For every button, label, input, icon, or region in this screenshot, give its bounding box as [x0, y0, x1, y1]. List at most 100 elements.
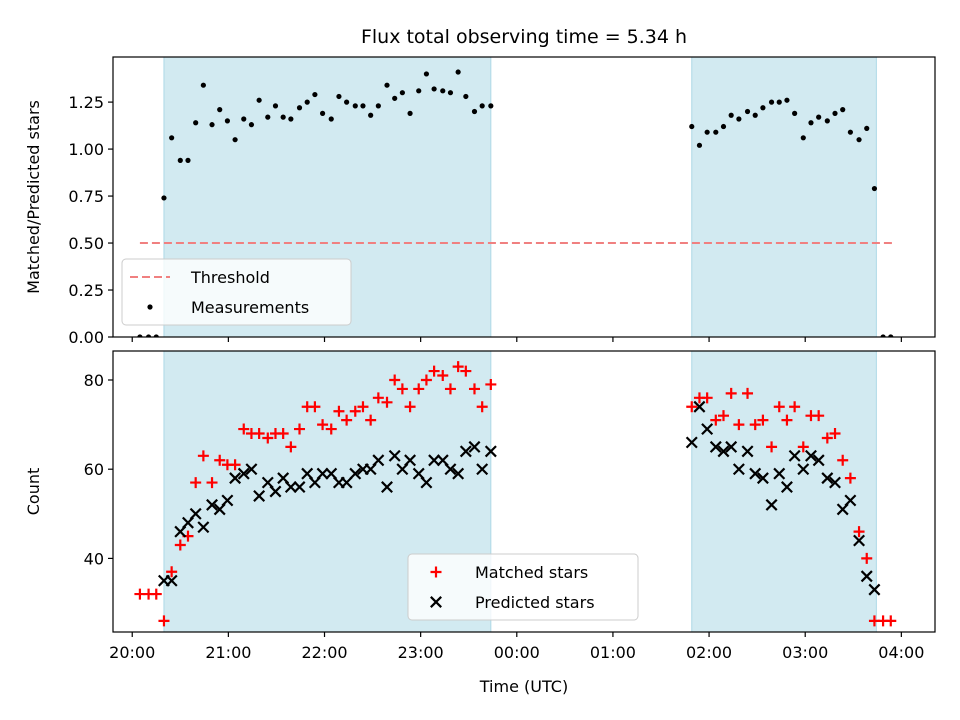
data-point — [805, 449, 817, 462]
data-point — [888, 334, 894, 337]
data-point — [800, 135, 806, 141]
data-point — [766, 441, 778, 453]
data-point — [166, 566, 178, 578]
data-point — [463, 93, 469, 100]
data-point — [797, 463, 810, 476]
x-tick-label: 04:00 — [878, 643, 924, 662]
data-point — [757, 414, 769, 426]
data-point — [269, 485, 282, 498]
data-point — [325, 423, 337, 435]
data-point — [781, 414, 793, 426]
data-point — [381, 396, 393, 408]
data-point — [741, 445, 754, 458]
data-point — [792, 110, 798, 116]
data-point — [158, 615, 170, 627]
shaded-interval — [691, 56, 877, 338]
x-axis-label: Time (UTC) — [479, 677, 568, 696]
data-point — [296, 105, 303, 111]
data-point — [485, 378, 497, 390]
data-point — [174, 539, 186, 551]
data-point — [701, 392, 713, 404]
data-point — [789, 401, 801, 413]
data-point — [277, 428, 289, 440]
data-point — [720, 123, 727, 130]
data-point — [476, 401, 488, 413]
data-point — [190, 477, 202, 489]
data-point — [413, 383, 425, 395]
data-point — [189, 507, 202, 520]
y-axis-label: Matched/Predicted stars — [24, 100, 43, 294]
markers — [134, 361, 897, 627]
data-point — [768, 99, 775, 105]
data-point — [693, 400, 706, 413]
data-point — [284, 481, 297, 494]
data-point — [749, 467, 762, 480]
data-point — [488, 103, 494, 109]
data-point — [165, 574, 178, 587]
y-tick-label: 40 — [84, 549, 104, 568]
data-point — [206, 477, 218, 489]
data-point — [177, 157, 183, 163]
data-point — [221, 494, 234, 507]
data-point — [484, 445, 497, 458]
data-point — [871, 185, 878, 192]
data-point — [821, 432, 833, 444]
y-axis-label: Count — [24, 468, 43, 516]
x-tick-label: 01:00 — [590, 643, 636, 662]
data-point — [360, 103, 366, 109]
data-point — [736, 116, 742, 122]
data-point — [145, 334, 152, 337]
legend: Matched stars Predicted stars — [407, 553, 639, 621]
data-point — [375, 103, 381, 109]
data-point — [760, 105, 766, 111]
data-point — [328, 116, 334, 122]
data-point — [471, 108, 478, 115]
data-point — [357, 401, 369, 413]
data-point — [372, 454, 385, 467]
data-point — [447, 90, 454, 96]
data-point — [197, 450, 209, 462]
data-point — [686, 401, 698, 413]
data-point — [280, 114, 286, 120]
data-point — [685, 436, 698, 449]
data-point — [384, 82, 390, 88]
data-point — [728, 112, 734, 118]
data-point — [404, 401, 416, 413]
data-point — [365, 414, 377, 426]
legend-matched-swatch — [430, 566, 442, 578]
data-point — [428, 454, 441, 467]
data-point — [304, 99, 310, 105]
data-point — [272, 103, 279, 109]
data-point — [206, 498, 219, 511]
data-point — [808, 120, 814, 126]
data-point — [336, 93, 342, 100]
y-tick-label: 1.25 — [68, 93, 104, 112]
data-point — [396, 383, 408, 395]
data-point — [368, 112, 374, 118]
data-point — [832, 110, 838, 116]
data-point — [717, 410, 729, 422]
data-point — [169, 135, 175, 141]
legend: Threshold Measurements — [121, 258, 352, 326]
data-point — [844, 472, 856, 484]
legend-predicted-swatch — [430, 596, 442, 608]
data-point — [340, 476, 353, 489]
data-point — [476, 463, 489, 476]
data-point — [797, 441, 809, 453]
legend-measurements-swatch — [147, 304, 153, 310]
data-point — [788, 449, 801, 462]
chart-title: Flux total observing time = 5.34 h — [361, 26, 687, 48]
data-point — [885, 615, 897, 627]
data-point — [317, 419, 329, 431]
data-point — [416, 88, 422, 94]
series-x — [157, 400, 881, 596]
data-point — [319, 110, 326, 116]
data-point — [459, 445, 472, 458]
data-point — [288, 116, 294, 122]
data-point — [420, 476, 433, 489]
data-point — [725, 387, 737, 399]
data-point — [253, 489, 266, 502]
legend-label: Matched stars — [475, 563, 588, 582]
data-point — [853, 534, 866, 547]
